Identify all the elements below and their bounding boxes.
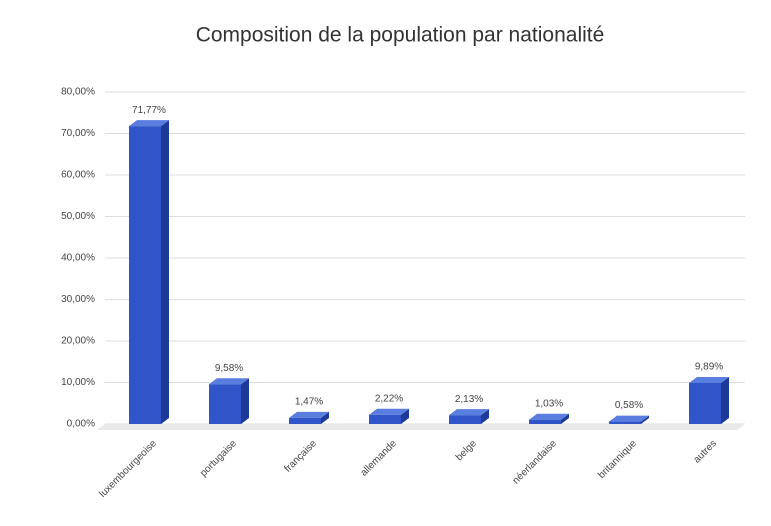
bar [209,378,249,424]
bar-face [449,415,481,424]
bar [529,413,569,424]
data-label: 71,77% [132,105,166,116]
data-label: 1,03% [535,398,563,409]
bar-face [241,378,249,424]
bar-face [449,409,489,416]
y-tick-label: 10,00% [61,377,95,388]
data-label: 1,47% [295,397,323,408]
bar-face [609,421,641,424]
y-tick-label: 30,00% [61,294,95,305]
x-tick-label: luxembourgeoise [97,438,159,500]
data-label: 2,22% [375,393,403,404]
floor [97,424,745,430]
data-label: 9,89% [695,362,723,373]
bar-face [401,408,409,424]
bar-face [609,415,649,422]
y-tick-label: 70,00% [61,128,95,139]
data-label: 0,58% [615,400,643,411]
bar-face [289,411,329,418]
x-tick-label: allemande [359,438,400,479]
x-tick-label: néerlandaise [511,438,560,487]
x-tick-label: britannique [596,438,639,481]
chart-title: Composition de la population par nationa… [196,24,605,47]
bar [449,409,489,424]
x-tick-label: belge [454,438,479,463]
y-tick-label: 50,00% [61,211,95,222]
bar-face [689,382,721,424]
y-tick-label: 60,00% [61,170,95,181]
bar-face [321,411,329,424]
bar [689,376,729,424]
bar-face [529,413,569,420]
bar [129,120,169,424]
data-label: 2,13% [455,394,483,405]
bar-face [481,409,489,424]
x-tick-label: portugaise [198,438,239,479]
bar-face [529,419,561,424]
y-tick-label: 80,00% [61,87,95,98]
x-tick-label: autres [692,438,719,465]
bar-face [289,417,321,424]
bar-face [721,376,729,424]
bar-face [369,408,409,415]
bar [289,411,329,424]
bar-face [209,378,249,385]
bar-face [129,120,169,127]
bar-face [689,376,729,383]
bar-face [641,415,649,424]
bar-face [209,384,241,424]
bar-face [561,413,569,424]
y-tick-label: 40,00% [61,253,95,264]
bar-face [129,126,161,424]
y-tick-label: 20,00% [61,336,95,347]
bar-face [369,414,401,424]
bar-face [161,120,169,424]
x-tick-label: française [283,438,320,475]
data-label: 9,58% [215,363,243,374]
bar [609,415,649,424]
y-tick-label: 0,00% [67,419,95,430]
bar [369,408,409,424]
